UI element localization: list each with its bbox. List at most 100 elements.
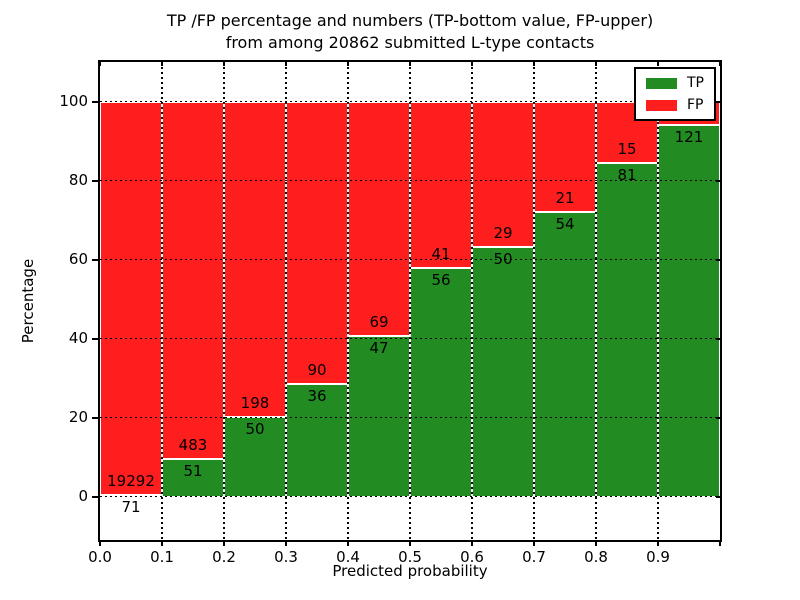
x-axis-label: Predicted probability [332, 562, 488, 580]
y-tick-mark-right [716, 495, 720, 498]
tp-bar-segment [658, 125, 720, 497]
vertical-gridline [595, 62, 597, 540]
x-tick-mark [533, 540, 535, 546]
x-tick-mark [99, 540, 101, 546]
y-tick-label: 0 [78, 486, 88, 505]
x-tick-label: 0.8 [584, 548, 608, 566]
fp-count-label: 21 [555, 189, 575, 208]
tp-count-label: 51 [183, 461, 203, 480]
vertical-gridline [657, 62, 659, 540]
tp-count-label: 36 [307, 386, 327, 405]
plot-frame: 19292 71 483 51 198 50 90 36 69 47 41 56 29 50 21 54 15 8… [98, 60, 722, 542]
y-tick-mark [92, 337, 98, 340]
fp-count-label: 90 [307, 360, 327, 379]
tp-bar-segment [410, 268, 472, 497]
y-tick-label: 20 [68, 407, 88, 426]
y-tick-mark-right [716, 337, 720, 340]
vertical-gridline [471, 62, 473, 540]
fp-count-label: 198 [240, 393, 270, 412]
fp-bar-segment [410, 101, 472, 269]
x-tick-mark [223, 540, 225, 546]
y-tick-mark-right [716, 100, 720, 103]
x-tick-mark-top [285, 62, 287, 66]
x-tick-label: 0.7 [522, 548, 546, 566]
x-tick-label: 0.6 [460, 548, 484, 566]
x-tick-mark-top [657, 62, 659, 66]
y-tick-mark-right [716, 416, 720, 419]
vertical-gridline [409, 62, 411, 540]
x-tick-label: 0.4 [336, 548, 360, 566]
y-tick-mark [92, 100, 98, 103]
horizontal-gridline [100, 100, 720, 103]
tp-count-label: 54 [555, 215, 575, 234]
x-tick-mark [161, 540, 163, 546]
legend-label-tp: TP [687, 75, 704, 91]
chart-title: TP /FP percentage and numbers (TP-bottom… [100, 10, 720, 55]
vertical-gridline [223, 62, 225, 540]
x-tick-label: 0.2 [212, 548, 236, 566]
fp-bar-segment [534, 101, 596, 213]
horizontal-gridline [100, 495, 720, 498]
plot-area: 19292 71 483 51 198 50 90 36 69 47 41 56 29 50 21 54 15 8… [100, 62, 720, 540]
fp-swatch-icon [646, 99, 677, 111]
fp-bar-segment [286, 101, 348, 384]
tp-count-label: 50 [493, 249, 513, 268]
x-tick-label: 0.0 [88, 548, 112, 566]
fp-bar-segment [100, 101, 162, 496]
x-tick-mark [285, 540, 287, 546]
x-tick-label: 0.1 [150, 548, 174, 566]
x-tick-mark [409, 540, 411, 546]
fp-bar-segment [472, 101, 534, 247]
legend-entry-fp: FP [646, 98, 704, 112]
x-tick-label: 0.5 [398, 548, 422, 566]
tp-count-label: 121 [674, 128, 704, 147]
x-tick-mark [595, 540, 597, 546]
x-tick-mark [657, 540, 659, 546]
legend-label-fp: FP [687, 97, 704, 113]
legend: TP FP [634, 67, 716, 121]
fp-bar-segment [162, 101, 224, 459]
x-tick-mark-top [719, 62, 721, 66]
chart-title-line2: from among 20862 submitted L-type contac… [225, 33, 595, 53]
x-tick-mark [347, 540, 349, 546]
tp-count-label: 81 [617, 166, 637, 185]
tp-count-label: 71 [121, 498, 141, 517]
x-tick-mark-top [595, 62, 597, 66]
chart-title-line1: TP /FP percentage and numbers (TP-bottom… [166, 11, 654, 30]
tp-bar-segment [472, 246, 534, 497]
horizontal-gridline [100, 337, 720, 340]
vertical-gridline [533, 62, 535, 540]
horizontal-gridline [100, 258, 720, 261]
tp-bar-segment [534, 212, 596, 497]
x-tick-mark-top [533, 62, 535, 66]
y-tick-mark [92, 258, 98, 261]
fp-count-label: 69 [369, 313, 389, 332]
horizontal-gridline [100, 416, 720, 419]
legend-entry-tp: TP [646, 76, 704, 90]
y-tick-mark-right [716, 258, 720, 261]
fp-count-label: 15 [617, 140, 637, 159]
horizontal-gridline [100, 179, 720, 182]
y-tick-label: 60 [68, 249, 88, 268]
y-tick-label: 80 [68, 170, 88, 189]
x-tick-label: 0.3 [274, 548, 298, 566]
tp-count-label: 56 [431, 271, 451, 290]
fp-count-label: 41 [431, 245, 451, 264]
y-axis-label: Percentage [19, 258, 37, 344]
fp-count-label: 483 [178, 435, 208, 454]
x-tick-mark [471, 540, 473, 546]
fp-bar-segment [348, 101, 410, 337]
x-tick-mark [719, 540, 721, 546]
y-tick-mark [92, 416, 98, 419]
fp-count-label: 19292 [107, 472, 155, 491]
x-tick-mark-top [471, 62, 473, 66]
x-tick-mark-top [409, 62, 411, 66]
x-tick-mark-top [161, 62, 163, 66]
fp-count-label: 29 [493, 223, 513, 242]
tp-count-label: 47 [369, 339, 389, 358]
tp-swatch-icon [646, 77, 677, 89]
x-tick-mark-top [99, 62, 101, 66]
y-tick-mark-right [716, 179, 720, 182]
x-tick-label: 0.9 [646, 548, 670, 566]
